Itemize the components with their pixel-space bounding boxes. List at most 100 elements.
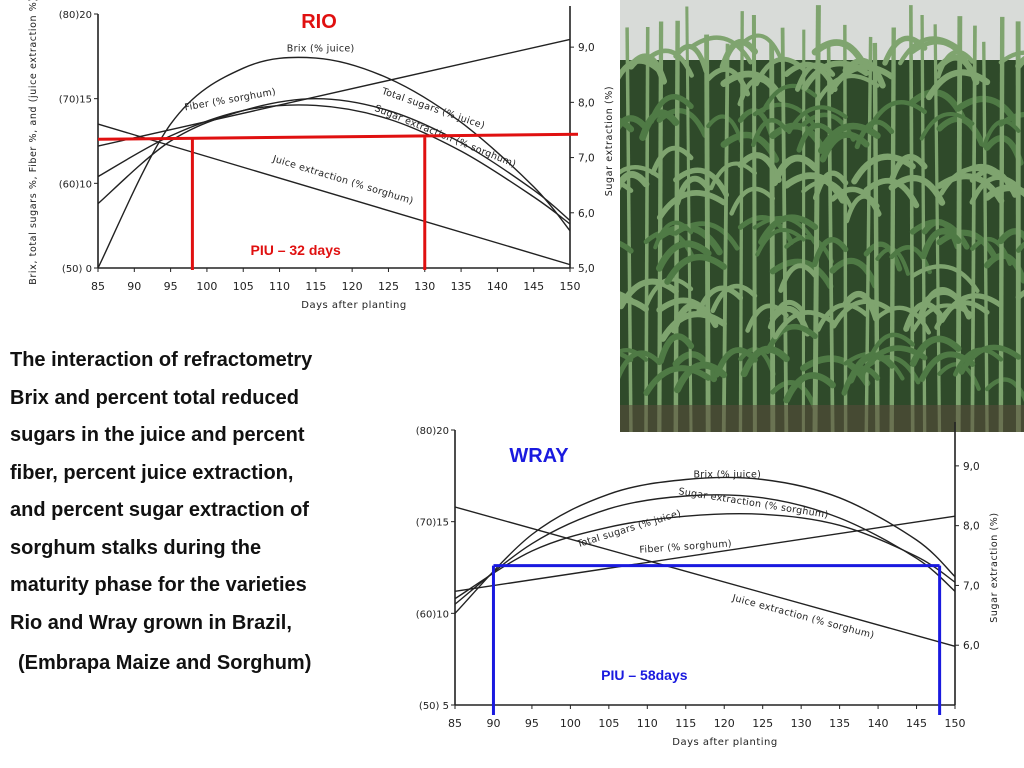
chart-title: WRAY xyxy=(509,445,569,467)
sorghum-stalk xyxy=(889,27,896,432)
sorghum-leaf xyxy=(695,285,744,316)
y2-tick-label: 6,0 xyxy=(963,640,980,652)
sorghum-leaf xyxy=(657,333,695,365)
y-tick-label: (80)20 xyxy=(416,426,449,437)
sorghum-leaf xyxy=(911,303,975,333)
y-tick-label: (70)15 xyxy=(416,518,449,529)
x-tick-label: 130 xyxy=(414,280,435,293)
sorghum-leaf xyxy=(778,263,818,293)
x-tick-label: 100 xyxy=(196,280,217,293)
x-tick-label: 120 xyxy=(714,717,735,730)
sorghum-stalk xyxy=(843,24,848,432)
sorghum-leaf xyxy=(648,94,694,125)
source-credit: (Embrapa Maize and Sorghum) xyxy=(18,652,312,674)
sorghum-leaf xyxy=(868,100,927,130)
soil-strip xyxy=(620,405,1024,432)
sorghum-leaf xyxy=(620,296,649,313)
sorghum-leaf xyxy=(815,302,869,332)
sorghum-leaf xyxy=(719,38,759,70)
sorghum-leaf xyxy=(829,257,879,289)
sorghum-leaf xyxy=(818,122,881,154)
sorghum-stalk xyxy=(657,21,664,432)
sorghum-leaf xyxy=(761,83,818,113)
y-tick-label: (60)10 xyxy=(59,179,92,190)
sorghum-leaf xyxy=(918,287,962,318)
sorghum-leaf xyxy=(653,220,694,250)
x-axis-label: Days after planting xyxy=(672,737,777,748)
x-tick-label: 100 xyxy=(560,717,581,730)
x-tick-label: 135 xyxy=(829,717,850,730)
piu-line xyxy=(97,132,579,141)
sorghum-leaf xyxy=(863,241,903,272)
description-line: Brix and percent total reduced xyxy=(10,386,299,409)
sorghum-stalk xyxy=(769,42,776,432)
chart-title: RIO xyxy=(301,11,337,33)
description-line: Rio and Wray grown in Brazil, xyxy=(10,611,292,634)
x-tick-label: 135 xyxy=(451,280,472,293)
sorghum-leaf xyxy=(710,283,758,314)
series-line xyxy=(454,476,956,614)
sorghum-leaf xyxy=(811,237,849,268)
x-tick-label: 145 xyxy=(906,717,927,730)
sorghum-stalk xyxy=(998,16,1005,432)
sorghum-leaf xyxy=(796,122,836,153)
sorghum-leaf xyxy=(673,167,730,198)
sorghum-leaf xyxy=(620,115,650,132)
sorghum-stalk xyxy=(955,16,963,432)
sorghum-leaf xyxy=(842,291,880,322)
sorghum-leaf xyxy=(920,228,962,260)
description-line: sugars in the juice and percent xyxy=(10,424,305,446)
x-tick-label: 105 xyxy=(233,280,254,293)
sorghum-stalk xyxy=(909,5,915,432)
sorghum-leaf xyxy=(795,62,836,92)
description-text: The interaction of refractometry Brix an… xyxy=(10,342,405,642)
y2-tick-label: 9,0 xyxy=(578,42,595,54)
sorghum-leaf xyxy=(729,186,776,216)
series-label: Brix (% juice) xyxy=(287,43,355,54)
sorghum-leaf xyxy=(935,49,975,79)
y-tick-label: (80)20 xyxy=(59,10,92,21)
sorghum-leaf xyxy=(888,153,928,185)
sorghum-leaf xyxy=(764,324,818,355)
sorghum-leaf xyxy=(851,153,916,185)
sorghum-leaf xyxy=(620,117,635,133)
sorghum-leaf xyxy=(659,311,727,342)
description-line: The interaction of refractometry xyxy=(10,349,313,371)
y-tick-label: (50) 5 xyxy=(419,701,449,712)
x-tick-label: 110 xyxy=(637,717,658,730)
x-tick-label: 130 xyxy=(791,717,812,730)
sorghum-leaf xyxy=(655,240,712,272)
series-line xyxy=(97,56,571,269)
series-line xyxy=(454,515,956,593)
x-tick-label: 140 xyxy=(487,280,508,293)
x-tick-label: 85 xyxy=(91,280,105,293)
series-label: Fiber (% sorghum) xyxy=(639,538,732,555)
series-label: Juice extraction (% sorghum) xyxy=(270,153,414,207)
piu-label: PIU – 58days xyxy=(601,667,688,683)
x-tick-label: 95 xyxy=(525,717,539,730)
x-tick-label: 105 xyxy=(598,717,619,730)
description-line: fiber, percent juice extraction, xyxy=(10,461,294,484)
x-tick-label: 120 xyxy=(342,280,363,293)
sorghum-leaf xyxy=(936,116,985,147)
y-axis-label-left: Brix, total sugars %, Fiber %, and (juic… xyxy=(28,0,39,285)
sorghum-leaf xyxy=(737,77,776,107)
piu-label: PIU – 32 days xyxy=(250,242,340,258)
y-tick-label: (70)15 xyxy=(59,95,92,106)
sorghum-leaf xyxy=(620,240,634,254)
sorghum-leaf xyxy=(620,58,663,80)
description-line: sorghum stalks during the xyxy=(10,536,262,559)
y-tick-label: (60)10 xyxy=(416,609,449,620)
sorghum-leaf xyxy=(812,170,849,201)
x-tick-label: 85 xyxy=(448,717,462,730)
sorghum-leaf xyxy=(787,105,848,135)
sorghum-leaf xyxy=(1015,241,1024,253)
sorghum-leaf xyxy=(783,372,836,404)
x-tick-label: 115 xyxy=(675,717,696,730)
sorghum-stalk xyxy=(970,25,977,432)
sorghum-leaf xyxy=(827,63,895,95)
sorghum-leaf xyxy=(664,254,727,285)
y-axis-label-right: Sugar extraction (%) xyxy=(604,86,615,196)
description-line: and percent sugar extraction of xyxy=(10,499,309,521)
sorghum-leaf xyxy=(925,69,991,101)
